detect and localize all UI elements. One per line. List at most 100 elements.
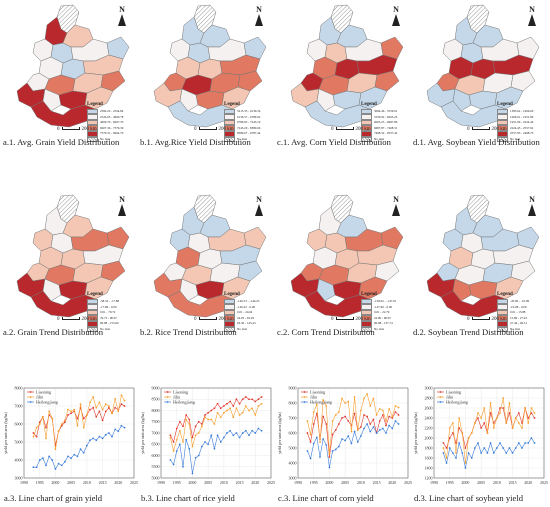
data-point <box>45 437 47 440</box>
map-legend: Legend -146.53 - -146.23 -146.22 - 0.00 0.0… <box>224 292 259 333</box>
data-point <box>306 432 309 434</box>
data-point <box>210 434 213 437</box>
legend-item: 15.89 - 27.43 <box>497 315 529 321</box>
data-point <box>114 397 117 400</box>
data-point <box>101 437 104 440</box>
data-point <box>369 423 372 425</box>
x-tick-label: 2015 <box>509 480 517 485</box>
scale-end-label: 200 km <box>81 317 97 322</box>
scale-start-label: 0 <box>467 127 470 132</box>
legend-swatch <box>87 298 98 305</box>
scale-end-label: 200 km <box>218 317 234 322</box>
plot-frame <box>23 387 135 479</box>
legend-swatch <box>497 136 508 143</box>
data-point <box>178 443 181 446</box>
legend-label: Heilongjiang <box>446 399 469 404</box>
x-tick-label: 1990 <box>20 480 28 485</box>
data-point <box>172 441 175 443</box>
data-point <box>191 445 194 448</box>
data-point <box>175 450 178 452</box>
y-tick-label: 5000 <box>15 439 23 444</box>
legend-swatch <box>497 298 508 305</box>
data-point <box>73 453 76 456</box>
data-point <box>229 407 232 410</box>
data-point <box>98 410 101 413</box>
data-point <box>366 393 369 395</box>
data-point <box>350 430 353 433</box>
data-point <box>511 452 514 454</box>
data-point <box>341 397 343 400</box>
scale-start-label: 0 <box>194 317 197 322</box>
map-caption: a.1. Avg. Grain Yield Distribution <box>3 137 120 147</box>
map-panel-b1: N Legend 5213.35 - 6136.56 6136.57 - 6789.9… <box>140 3 275 151</box>
chart-caption: d.3. Line chart of soybean yield <box>414 493 524 503</box>
data-point <box>489 442 492 444</box>
data-point <box>175 438 178 441</box>
legend-marker <box>29 391 32 393</box>
data-point <box>448 437 451 439</box>
choropleth-map <box>153 4 267 128</box>
data-point <box>315 436 318 439</box>
x-tick-label: 2025 <box>267 480 275 485</box>
legend-swatch <box>87 114 98 120</box>
legend-label: 6136.57 - 6789.92 <box>237 114 261 119</box>
legend-title: Legend <box>497 292 513 297</box>
data-point <box>48 410 51 413</box>
y-axis-label: yield per unit area (kg/ha) <box>3 412 8 454</box>
chart-caption: c.3. Line chart of corn yield <box>278 493 374 503</box>
data-point <box>508 412 511 414</box>
data-point <box>95 415 98 418</box>
y-tick-label: 8500 <box>152 397 160 402</box>
data-point <box>238 436 241 439</box>
data-point <box>312 423 315 425</box>
region-class-4 <box>100 70 126 92</box>
legend-label: No data <box>100 327 111 332</box>
legend-swatch <box>361 309 372 316</box>
y-tick-label: 3000 <box>425 385 433 390</box>
data-point <box>325 444 328 446</box>
north-arrow-icon: N <box>115 5 129 26</box>
x-tick-label: 2010 <box>493 480 501 485</box>
legend-item-no-data: No data <box>497 326 529 333</box>
data-point <box>533 417 536 419</box>
legend-swatch <box>361 298 372 305</box>
legend-item: 2582.22 - 2524.84 <box>87 108 123 115</box>
scale-bar: 0 200 km <box>331 317 371 322</box>
x-tick-label: 2020 <box>388 480 396 485</box>
legend-label: Liaoning <box>173 389 189 394</box>
data-point <box>169 434 172 437</box>
legend-swatch <box>224 119 235 126</box>
y-tick-label: 1800 <box>425 445 433 450</box>
north-label: N <box>256 195 262 204</box>
x-tick-label: 2010 <box>357 480 365 485</box>
data-point <box>344 439 347 442</box>
data-point <box>226 409 228 412</box>
x-tick-label: 2025 <box>540 480 548 485</box>
data-point <box>35 466 38 469</box>
data-point <box>222 411 225 414</box>
data-point <box>480 417 483 419</box>
scale-end-label: 200 km <box>355 317 371 322</box>
data-point <box>337 423 340 425</box>
y-tick-label: 7000 <box>152 430 160 435</box>
region-class-3 <box>243 226 267 250</box>
data-point <box>216 402 219 405</box>
data-point <box>182 465 184 468</box>
data-point <box>45 464 47 467</box>
data-point <box>120 424 123 427</box>
data-point <box>114 406 117 409</box>
data-point <box>238 414 241 416</box>
data-point <box>451 452 454 454</box>
region-class-2 <box>510 260 536 282</box>
data-point <box>530 437 533 439</box>
choropleth-map <box>153 194 267 318</box>
region-class-4 <box>167 290 233 318</box>
y-tick-label: 5000 <box>152 475 160 480</box>
legend-label: No data <box>100 137 111 142</box>
data-point <box>328 456 331 458</box>
scale-start-label: 0 <box>467 317 470 322</box>
data-point <box>464 462 467 464</box>
data-point <box>331 450 334 452</box>
y-tick-label: 1400 <box>425 465 433 470</box>
region-class-1 <box>316 278 336 302</box>
